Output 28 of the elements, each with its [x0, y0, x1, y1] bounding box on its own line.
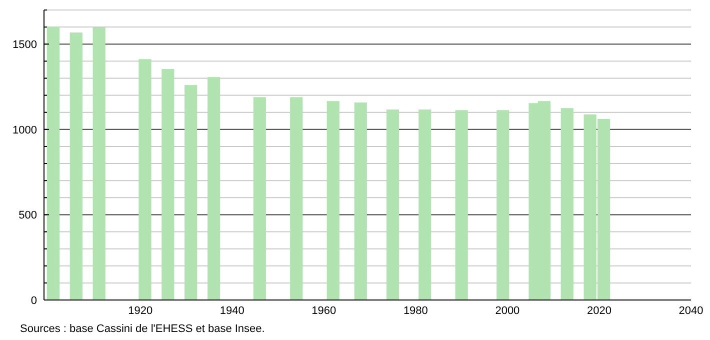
x-tick-label: 1920: [128, 305, 153, 317]
bar: [253, 97, 266, 300]
bar: [162, 69, 174, 300]
bar: [354, 102, 367, 300]
x-tick-label: 2040: [678, 305, 704, 317]
bar: [326, 101, 340, 300]
x-tick-label: 1980: [403, 305, 428, 317]
y-tick-label: 1500: [12, 38, 37, 51]
bar: [455, 110, 468, 300]
bar: [184, 85, 198, 300]
bar: [560, 108, 574, 300]
bar: [418, 109, 432, 300]
bar: [70, 32, 82, 300]
bar: [46, 26, 60, 300]
x-tick-label: 2000: [495, 305, 520, 317]
x-tick-label: 1960: [312, 305, 336, 317]
source-note: Sources : base Cassini de l'EHESS et base Insee.: [20, 323, 265, 335]
x-tick-label: 1940: [220, 305, 244, 317]
bar: [92, 27, 106, 300]
bar: [207, 77, 220, 300]
bar: [386, 109, 400, 300]
bar: [138, 59, 152, 300]
x-tick-label: 2020: [586, 305, 612, 317]
y-tick-label: 500: [18, 210, 37, 222]
bar: [496, 110, 510, 300]
y-tick-label: 1000: [12, 124, 37, 136]
bar: [290, 97, 303, 300]
y-tick-label: 0: [30, 294, 37, 307]
